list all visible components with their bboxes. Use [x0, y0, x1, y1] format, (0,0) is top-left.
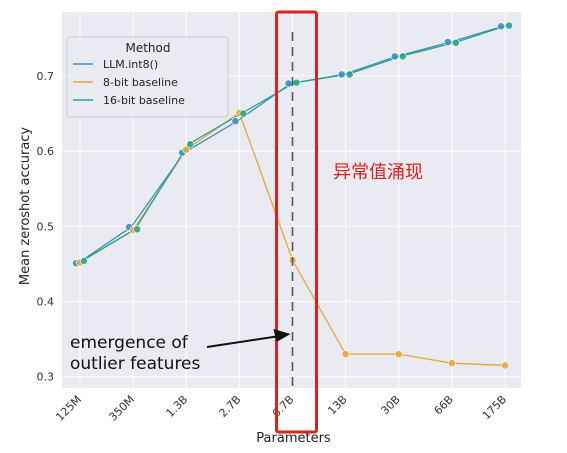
data-point — [497, 22, 505, 31]
y-tick-label: 0.4 — [37, 296, 55, 309]
x-axis-ticks: 125M 350M 1.3B 2.7B 6.7B 13B 30B 66B 175B — [53, 393, 509, 424]
data-point — [133, 225, 142, 234]
annotation-arrow-head — [273, 329, 291, 342]
data-point — [231, 117, 240, 125]
data-point — [451, 38, 460, 47]
y-axis-ticks: 0.3 0.4 0.5 0.6 0.7 — [37, 70, 55, 384]
series-layer — [72, 21, 513, 370]
x-tick-label: 350M — [106, 393, 137, 424]
data-point — [284, 79, 293, 88]
data-point — [80, 257, 88, 265]
data-point — [501, 361, 509, 370]
legend-box — [66, 36, 229, 118]
legend-label: 16-bit baseline — [103, 94, 185, 107]
data-point — [239, 109, 248, 118]
y-tick-label: 0.7 — [37, 70, 55, 83]
x-tick-label: 13B — [325, 393, 349, 417]
legend: Method LLM.int8() 8-bit baseline 16-bit ba… — [66, 36, 229, 118]
x-tick-label: 6.7B — [270, 393, 297, 420]
data-point — [182, 145, 191, 154]
x-tick-label: 125M — [53, 393, 84, 424]
data-point — [390, 52, 399, 61]
data-point — [341, 350, 350, 359]
annotation-text: emergence of outlier features — [70, 333, 201, 374]
x-tick-label: 175B — [480, 393, 509, 422]
y-axis-label: Mean zeroshot accuracy — [18, 127, 33, 286]
x-tick-label: 30B — [378, 393, 402, 417]
annotation-line: outlier features — [70, 354, 201, 374]
legend-title: Method — [125, 41, 170, 55]
data-point — [186, 140, 195, 149]
data-point — [447, 359, 456, 368]
y-tick-label: 0.3 — [37, 371, 55, 384]
annotation-arrow — [206, 335, 277, 348]
data-point — [443, 38, 452, 46]
x-tick-label: 66B — [432, 393, 456, 417]
x-tick-label: 2.7B — [217, 393, 244, 420]
legend-label: LLM.int8() — [103, 58, 158, 71]
legend-items: LLM.int8() 8-bit baseline 16-bit baseline — [73, 58, 185, 107]
legend-label: 8-bit baseline — [103, 76, 178, 89]
x-tick-label: 1.3B — [163, 393, 190, 420]
annotation-emergence: emergence of outlier features — [70, 329, 291, 374]
data-point — [292, 78, 301, 87]
annotation-line: emergence of — [70, 333, 189, 353]
data-point — [505, 21, 513, 30]
data-point — [345, 70, 354, 79]
y-tick-label: 0.6 — [37, 145, 55, 158]
data-point — [337, 70, 346, 79]
y-tick-label: 0.5 — [37, 220, 55, 233]
data-point — [394, 350, 403, 359]
annotation-chinese: 异常值涌现 — [333, 162, 423, 183]
highlight-box — [275, 10, 318, 434]
data-point — [398, 52, 407, 61]
x-axis-label: Parameters — [256, 431, 331, 446]
